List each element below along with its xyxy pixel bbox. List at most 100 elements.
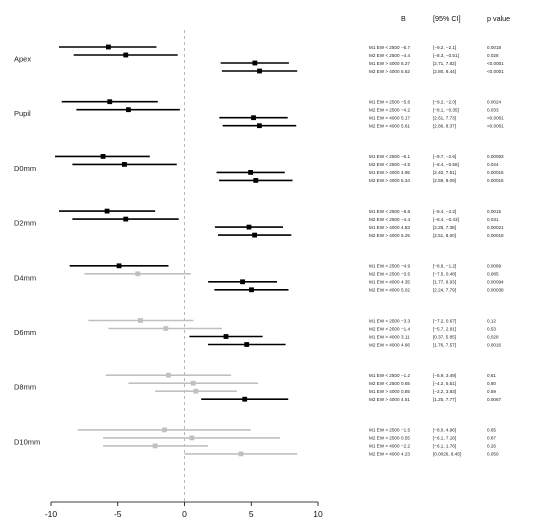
model-label: M1 EW > 4000 bbox=[369, 116, 400, 121]
b-value: 5.17 bbox=[401, 116, 410, 121]
point-estimate bbox=[244, 342, 250, 347]
point-estimate bbox=[163, 326, 169, 331]
b-value: 0.55 bbox=[401, 436, 410, 441]
ci-value: [2.80, 8.44] bbox=[433, 69, 456, 74]
p-value: 0.0016 bbox=[487, 342, 501, 347]
ci-value: [2.40, 7.51] bbox=[433, 170, 456, 175]
point-estimate bbox=[135, 271, 141, 277]
x-tick-label: 10 bbox=[313, 509, 323, 519]
model-label: M2 EW > 4000 bbox=[369, 288, 400, 293]
model-label: M1 EW > 4000 bbox=[369, 334, 400, 339]
b-value: −1.2 bbox=[401, 373, 411, 378]
p-value: 0.00021 bbox=[487, 225, 504, 230]
b-value: −5.8 bbox=[401, 209, 411, 214]
model-label: M2 EW > 4000 bbox=[369, 233, 400, 238]
b-value: −5.6 bbox=[401, 100, 411, 105]
point-estimate bbox=[249, 287, 254, 293]
ci-value: [1.25, 7.77] bbox=[433, 397, 456, 402]
p-value: 0.024 bbox=[487, 162, 499, 167]
ci-value: [−7.5, 0.48] bbox=[433, 272, 456, 277]
ci-value: [2.61, 7.73] bbox=[433, 116, 456, 121]
model-label: M2 EW > 4000 bbox=[369, 124, 400, 129]
model-label: M2 EW < 2500 bbox=[369, 217, 400, 222]
point-estimate bbox=[252, 60, 258, 66]
p-value: 0.028 bbox=[487, 334, 499, 339]
p-value: 0.050 bbox=[487, 452, 499, 457]
ci-value: [−7.2, 0.67] bbox=[433, 318, 456, 323]
point-estimate bbox=[126, 107, 131, 113]
point-estimate bbox=[138, 318, 143, 323]
b-value: −4.4 bbox=[401, 53, 411, 58]
point-estimate bbox=[122, 162, 127, 167]
b-value: 0.65 bbox=[401, 381, 410, 386]
model-label: M1 EW > 4000 bbox=[369, 170, 400, 175]
point-estimate bbox=[152, 443, 158, 449]
p-value: <0.0001 bbox=[487, 69, 504, 74]
ci-value: [−9.2, −2.1] bbox=[433, 45, 456, 50]
b-value: −2.2 bbox=[401, 444, 411, 449]
point-estimate bbox=[106, 44, 111, 50]
model-label: M1 EW < 2500 bbox=[369, 45, 400, 50]
b-value: −1.4 bbox=[401, 326, 411, 331]
b-value: 5.02 bbox=[401, 288, 410, 293]
model-label: M2 EW < 2500 bbox=[369, 53, 400, 58]
ci-value: [−8.3, −0.51] bbox=[433, 53, 459, 58]
b-value: −4.5 bbox=[401, 162, 411, 167]
model-label: M1 EW < 2500 bbox=[369, 318, 400, 323]
header-ci: [95% CI] bbox=[433, 14, 461, 23]
ci-value: [−9.4, −2.2] bbox=[433, 209, 456, 214]
point-estimate bbox=[246, 224, 252, 230]
point-estimate bbox=[116, 263, 122, 269]
group-label: D4mm bbox=[14, 273, 36, 282]
p-value: 0.031 bbox=[487, 217, 499, 222]
model-label: M2 EW > 4000 bbox=[369, 397, 400, 402]
model-label: M1 EW > 4000 bbox=[369, 444, 400, 449]
model-label: M1 EW < 2500 bbox=[369, 154, 400, 159]
model-label: M2 EW < 2500 bbox=[369, 162, 400, 167]
p-value: 0.00018 bbox=[487, 233, 504, 238]
b-value: 4.66 bbox=[401, 342, 410, 347]
point-estimate bbox=[256, 123, 262, 129]
p-value: 0.0024 bbox=[487, 100, 501, 105]
ci-value: [2.86, 8.37] bbox=[433, 124, 456, 129]
ci-value: [2.71, 7.82] bbox=[433, 61, 456, 66]
model-label: M1 EW < 2500 bbox=[369, 428, 400, 433]
group-label: Apex bbox=[14, 55, 31, 64]
p-value: <0.0001 bbox=[487, 116, 504, 121]
p-value: 0.033 bbox=[487, 108, 499, 113]
x-tick-label: -10 bbox=[45, 509, 58, 519]
group-label: D2mm bbox=[14, 219, 36, 228]
x-tick-label: 5 bbox=[249, 509, 254, 519]
b-value: −4.2 bbox=[401, 108, 411, 113]
ci-value: [2.24, 7.79] bbox=[433, 288, 456, 293]
model-label: M2 EW > 4000 bbox=[369, 452, 400, 457]
ci-value: [1.77, 6.93] bbox=[433, 280, 456, 285]
b-value: 4.83 bbox=[401, 225, 410, 230]
ci-value: [−8.4, −0.43] bbox=[433, 217, 459, 222]
b-value: 5.34 bbox=[401, 178, 410, 183]
b-value: −1.5 bbox=[401, 428, 411, 433]
ci-value: [−6.1, 1.76] bbox=[433, 444, 456, 449]
model-label: M2 EW > 4000 bbox=[369, 178, 400, 183]
group-label: Pupil bbox=[14, 109, 31, 118]
p-value: 0.00094 bbox=[487, 280, 504, 285]
p-value: 0.26 bbox=[487, 444, 496, 449]
ci-value: [0.0026, 8.45] bbox=[433, 452, 461, 457]
p-value: 0.53 bbox=[487, 326, 496, 331]
point-estimate bbox=[242, 396, 248, 402]
p-value: 0.00015 bbox=[487, 170, 504, 175]
point-estimate bbox=[190, 380, 196, 386]
point-estimate bbox=[193, 388, 199, 394]
b-value: −4.4 bbox=[401, 217, 411, 222]
model-label: M2 EW > 4000 bbox=[369, 69, 400, 74]
p-value: <0.0001 bbox=[487, 124, 504, 129]
point-estimate bbox=[248, 170, 253, 175]
group-label: D0mm bbox=[14, 164, 36, 173]
p-value: 0.65 bbox=[487, 428, 496, 433]
model-label: M1 EW < 2500 bbox=[369, 264, 400, 269]
point-estimate bbox=[123, 216, 129, 222]
ci-value: [−8.1, −0.35] bbox=[433, 108, 459, 113]
model-label: M1 EW > 4000 bbox=[369, 389, 400, 394]
model-label: M1 EW > 4000 bbox=[369, 225, 400, 230]
